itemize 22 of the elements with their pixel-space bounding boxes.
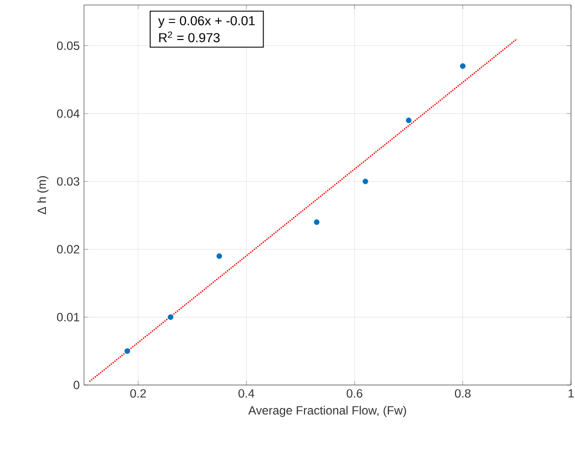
point	[362, 178, 368, 184]
y-tick-label: 0.02	[57, 245, 80, 254]
y-tick-label: 0	[74, 380, 80, 390]
y-tick-label: 0.04	[57, 109, 80, 118]
y-tick-label: 0.05	[57, 41, 80, 50]
x-tick-label: 0.6	[346, 389, 362, 398]
annotation: y = 0.06x + -0.01	[158, 16, 255, 28]
x-tick-label: 0.4	[238, 389, 254, 398]
y-tick-label: 0.01	[57, 312, 80, 322]
x-axis-title: Average Fractional Flow, (Fw)	[248, 406, 406, 417]
x-tick-label: 0.8	[454, 389, 471, 398]
point	[216, 253, 222, 259]
y-tick-label: 0.03	[57, 177, 80, 186]
annotation: R$^{2}$ = 0.973	[159, 31, 220, 42]
point	[314, 219, 320, 225]
x-tick-label: 0.2	[130, 389, 146, 398]
point	[124, 348, 130, 354]
point	[168, 314, 174, 320]
x-tick-label: 1	[568, 389, 574, 398]
y-axis-title: Δ h (m)	[37, 176, 48, 214]
point	[460, 63, 466, 69]
point	[406, 118, 412, 124]
